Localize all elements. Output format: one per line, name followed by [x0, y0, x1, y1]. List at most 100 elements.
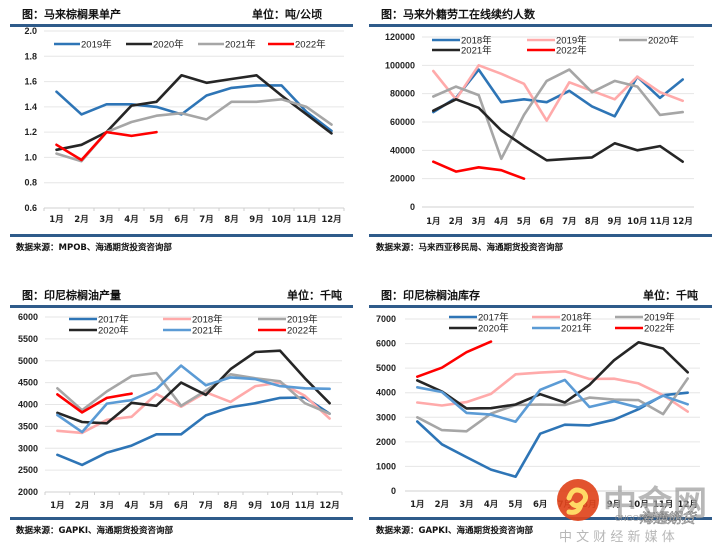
x-tick-label: 9月 [248, 501, 262, 511]
legend-label: 2022年 [287, 325, 318, 337]
series-line-2019年 [57, 373, 329, 414]
x-tick-label: 8月 [585, 217, 599, 227]
legend-label: 2021年 [225, 39, 256, 51]
x-tick-label: 12月 [319, 501, 339, 511]
y-tick-label: 1.4 [24, 102, 37, 112]
x-tick-label: 4月 [494, 217, 508, 227]
y-tick-label: 2000 [376, 437, 396, 447]
legend-label: 2022年 [644, 323, 675, 335]
x-tick-label: 11月 [650, 217, 670, 227]
watermark: 中金网 CNGOLD.COM.CN 海通期货 中 文 财 经 新 媒 体 [555, 478, 719, 543]
legend-label: 2020年 [478, 323, 509, 335]
y-tick-label: 0 [410, 202, 415, 212]
y-tick-label: 100000 [385, 60, 415, 70]
x-tick-label: 1月 [410, 500, 424, 510]
y-tick-label: 1.0 [24, 152, 37, 162]
y-tick-label: 1000 [376, 461, 396, 471]
x-tick-label: 2月 [449, 217, 463, 227]
series-line-2017年 [57, 398, 329, 465]
x-tick-label: 1月 [49, 215, 63, 225]
x-tick-label: 9月 [249, 215, 263, 225]
x-tick-label: 1月 [50, 501, 64, 511]
x-tick-label: 11月 [296, 215, 316, 225]
series-line-2022年 [433, 162, 524, 179]
x-tick-label: 10月 [627, 217, 647, 227]
y-tick-label: 3000 [18, 443, 38, 453]
x-tick-label: 7月 [562, 217, 576, 227]
y-tick-label: 6000 [376, 339, 396, 349]
x-tick-label: 6月 [539, 217, 553, 227]
legend-label: 2021年 [192, 325, 223, 337]
x-tick-label: 5月 [149, 215, 163, 225]
x-tick-label: 2月 [435, 500, 449, 510]
legend-label: 2017年 [98, 314, 129, 326]
x-tick-label: 2月 [75, 501, 89, 511]
legend-label: 2021年 [461, 45, 492, 57]
x-tick-label: 9月 [607, 217, 621, 227]
series-line-2020年 [57, 75, 332, 150]
y-tick-label: 0 [391, 486, 396, 496]
x-tick-label: 5月 [149, 501, 163, 511]
x-tick-label: 5月 [508, 500, 522, 510]
x-tick-label: 4月 [124, 215, 138, 225]
series-line-2021年 [433, 99, 682, 161]
x-tick-label: 6月 [174, 215, 188, 225]
y-tick-label: 6000 [18, 312, 38, 322]
y-tick-label: 2500 [18, 465, 38, 475]
y-tick-label: 1.8 [24, 51, 37, 61]
y-tick-label: 7000 [376, 314, 396, 324]
legend-label: 2018年 [561, 312, 592, 324]
y-tick-label: 3000 [376, 412, 396, 422]
x-tick-label: 6月 [533, 500, 547, 510]
legend-label: 2022年 [295, 39, 326, 51]
y-tick-label: 0.8 [24, 178, 37, 188]
y-tick-label: 5000 [376, 363, 396, 373]
x-tick-label: 8月 [224, 215, 238, 225]
y-tick-label: 60000 [390, 117, 415, 127]
x-tick-label: 3月 [100, 501, 114, 511]
legend-label: 2020年 [98, 325, 129, 337]
y-tick-label: 1.6 [24, 77, 37, 87]
x-tick-label: 8月 [223, 501, 237, 511]
legend-label: 2021年 [561, 323, 592, 335]
legend-label: 2020年 [153, 39, 184, 51]
x-tick-label: 4月 [124, 501, 138, 511]
legend-label: 2019年 [287, 314, 318, 326]
x-tick-label: 12月 [672, 217, 692, 227]
legend-label: 2019年 [644, 312, 675, 324]
legend: 2017年 2018年 2019年 2020年 2021年 2022年 [449, 312, 675, 335]
y-tick-label: 40000 [390, 145, 415, 155]
x-tick-label: 3月 [99, 215, 113, 225]
x-tick-label: 7月 [199, 215, 213, 225]
x-tick-label: 7月 [199, 501, 213, 511]
x-tick-label: 4月 [484, 500, 498, 510]
watermark-overlay: 海通期货 [639, 508, 695, 528]
legend-label: 2017年 [478, 312, 509, 324]
legend-label: 2018年 [192, 314, 223, 326]
y-tick-label: 0.6 [24, 203, 37, 213]
y-tick-label: 80000 [390, 89, 415, 99]
series-line-2019年 [57, 85, 332, 130]
y-tick-label: 1.2 [24, 127, 37, 137]
series-line-2020年 [417, 342, 687, 408]
legend-label: 2020年 [648, 35, 679, 47]
x-tick-label: 1月 [426, 217, 440, 227]
legend-label: 2022年 [556, 45, 587, 57]
x-tick-label: 3月 [459, 500, 473, 510]
y-tick-label: 4000 [18, 400, 38, 410]
x-tick-label: 10月 [270, 501, 290, 511]
watermark-tagline: 中 文 财 经 新 媒 体 [559, 526, 675, 545]
series-line-2022年 [57, 394, 131, 413]
y-tick-label: 120000 [385, 32, 415, 42]
x-tick-label: 11月 [295, 501, 315, 511]
y-tick-label: 2000 [18, 487, 38, 497]
y-tick-label: 5500 [18, 334, 38, 344]
x-tick-label: 5月 [517, 217, 531, 227]
y-tick-label: 4500 [18, 378, 38, 388]
x-tick-label: 6月 [174, 501, 188, 511]
